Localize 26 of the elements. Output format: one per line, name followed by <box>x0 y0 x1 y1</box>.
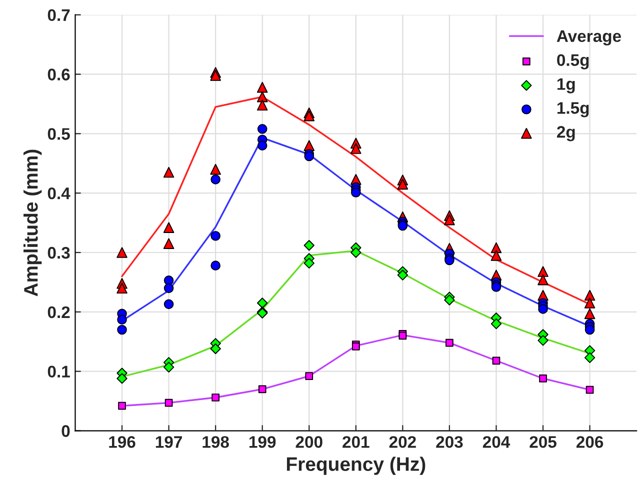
legend-label: 1.5g <box>557 102 589 118</box>
x-tick-label: 203 <box>436 436 463 448</box>
y-tick-label: 0.4 <box>48 187 70 200</box>
x-tick-label: 202 <box>389 436 416 448</box>
legend-label: Average <box>556 30 622 46</box>
x-axis-title: Frequency (Hz) <box>286 456 426 475</box>
y-tick-label: 0 <box>62 425 70 437</box>
legend-label: 1g <box>557 78 575 94</box>
x-tick-label: 201 <box>342 436 370 448</box>
y-axis-title: Amplitude (mm) <box>24 150 42 296</box>
x-tick-label: 206 <box>576 436 604 448</box>
x-tick-label: 200 <box>296 436 322 448</box>
legend-label: 2g <box>556 126 575 142</box>
x-tick-label: 204 <box>482 436 510 448</box>
x-tick-label: 198 <box>202 436 229 448</box>
x-tick-label: 197 <box>156 436 182 448</box>
x-tick-label: 199 <box>249 436 276 448</box>
y-tick-label: 0.2 <box>48 306 70 318</box>
legend-label: 0.5g <box>557 54 589 70</box>
y-tick-label: 0.3 <box>48 246 70 259</box>
y-tick-label: 0.5 <box>48 128 70 140</box>
y-tick-label: 0.6 <box>48 68 70 80</box>
x-tick-label: 196 <box>109 436 136 448</box>
y-tick-label: 0.1 <box>48 366 70 378</box>
x-tick-label: 205 <box>530 436 556 448</box>
y-tick-label: 0.7 <box>48 9 70 22</box>
